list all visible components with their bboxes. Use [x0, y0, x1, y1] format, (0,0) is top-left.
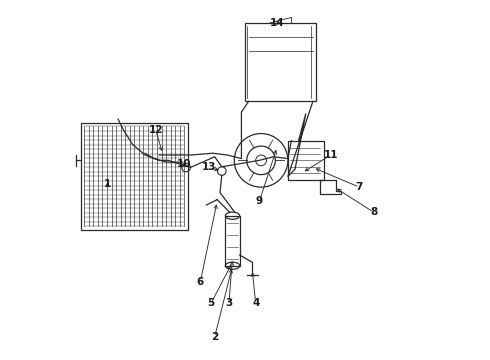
- Text: 4: 4: [252, 298, 259, 308]
- Bar: [225, 216, 240, 266]
- Text: 2: 2: [211, 332, 218, 342]
- Text: 13: 13: [202, 162, 217, 172]
- Text: 11: 11: [323, 150, 338, 160]
- Text: 10: 10: [177, 159, 192, 169]
- Text: 3: 3: [225, 298, 233, 308]
- Text: 9: 9: [256, 197, 263, 206]
- Bar: [81, 123, 188, 230]
- Text: 1: 1: [104, 179, 111, 189]
- Text: 6: 6: [196, 277, 204, 287]
- Text: 8: 8: [370, 207, 377, 217]
- Text: 7: 7: [356, 182, 363, 192]
- Bar: [245, 23, 317, 102]
- Text: 12: 12: [148, 125, 163, 135]
- Bar: [288, 141, 323, 180]
- Text: 14: 14: [270, 18, 285, 28]
- Text: 5: 5: [207, 298, 215, 308]
